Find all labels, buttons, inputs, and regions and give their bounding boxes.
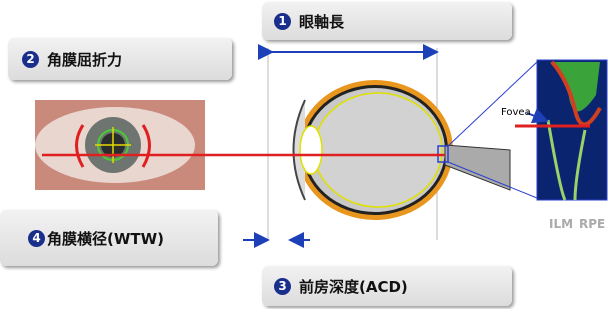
label-box: 3 前房深度(ACD) — [262, 266, 512, 306]
label-box: 4 角膜横径(WTW) — [0, 210, 218, 266]
rpe-label: RPE — [579, 217, 605, 231]
label-number: 1 — [274, 12, 291, 30]
label-number: 3 — [274, 277, 291, 295]
fovea-label: Fovea — [501, 107, 531, 118]
label-text: 角膜横径(WTW) — [47, 229, 165, 248]
label-text: 前房深度(ACD) — [299, 277, 408, 296]
label-box: 1 眼軸長 — [262, 2, 512, 40]
label-number: 2 — [22, 50, 39, 68]
label-number: 4 — [28, 229, 45, 247]
label-text: 眼軸長 — [299, 12, 345, 31]
label-box: 2 角膜屈折力 — [8, 38, 232, 80]
ilm-label: ILM — [549, 217, 573, 231]
label-text: 角膜屈折力 — [47, 50, 123, 69]
